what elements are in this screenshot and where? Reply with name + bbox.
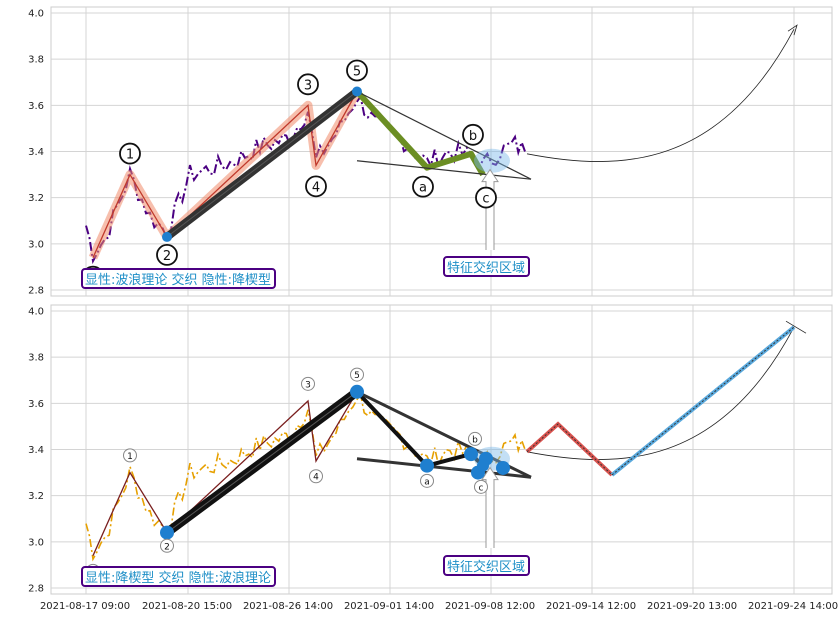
wave-label-4: 4 xyxy=(313,473,319,483)
zone-label-box xyxy=(443,555,530,576)
caption-text: 显性:波浪理论 交织 隐性:降楔型 xyxy=(85,272,271,288)
y-tick-label: 3.4 xyxy=(28,147,44,158)
y-tick-label: 3.8 xyxy=(28,55,44,66)
caption-box xyxy=(81,268,276,289)
wave-label-circle xyxy=(305,175,327,198)
corrective-wave-line xyxy=(354,89,486,177)
y-tick-label: 2.8 xyxy=(28,286,44,297)
wave-label-1: 1 xyxy=(127,452,133,462)
trend-wave-2-5-core xyxy=(166,391,358,534)
y-tick-label: 3.0 xyxy=(28,239,44,250)
wave-label-a: a xyxy=(419,181,427,196)
wave-label-c: c xyxy=(482,192,489,207)
y-tick-label: 3.2 xyxy=(28,491,44,502)
wedge-lower-line xyxy=(356,160,532,180)
projection-curve xyxy=(526,326,795,460)
zone-label-text: 特征交织区域 xyxy=(447,559,525,575)
trend-wave-2-5-core xyxy=(166,91,358,238)
wave-label-circle xyxy=(475,186,497,209)
wave-point-marker xyxy=(160,525,174,540)
wave-label-5: 5 xyxy=(354,371,360,381)
y-tick-label: 3.0 xyxy=(28,537,44,548)
y-tick-label: 3.6 xyxy=(28,399,44,410)
x-tick-label: 2021-09-20 13:00 xyxy=(647,601,737,612)
x-tick-label: 2021-08-26 14:00 xyxy=(243,601,333,612)
wave-label-circle xyxy=(462,123,484,146)
wave-label-circle xyxy=(119,142,141,165)
impulse-wave-line xyxy=(92,391,358,556)
y-tick-label: 3.6 xyxy=(28,101,44,112)
x-axis-ticks: 2021-08-17 09:00 2021-08-20 15:00 2021-08-… xyxy=(40,601,838,612)
wave-point-marker xyxy=(477,459,489,472)
wave-point-marker xyxy=(496,460,510,475)
projection-down-leg-dash xyxy=(526,423,613,476)
wave-label-circle xyxy=(123,448,137,463)
impulse-wave-line xyxy=(92,91,358,258)
wave-label-circle xyxy=(309,469,323,484)
zone-label-box xyxy=(443,256,530,277)
y-tick-label: 4.0 xyxy=(28,9,44,20)
wave-label-circle xyxy=(297,73,319,96)
wave-label-a: a xyxy=(424,477,430,487)
wave-point-marker xyxy=(352,86,362,97)
wave-label-2: 2 xyxy=(163,249,171,264)
panel-bottom-y-ticks: 4.0 3.8 3.6 3.4 3.2 3.0 2.8 xyxy=(28,307,44,595)
price-series-line xyxy=(85,94,526,265)
projection-up-leg-dash xyxy=(611,326,795,476)
panel-bottom: 4.03.83.63.43.23.02.8 012345abc显性:降楔型 交织… xyxy=(28,304,833,595)
wave-label-c: c xyxy=(479,483,484,493)
interleave-zone-highlight xyxy=(474,148,510,173)
wave-label-2: 2 xyxy=(164,542,170,552)
wave-point-marker xyxy=(420,458,434,473)
wedge-upper-line xyxy=(356,90,532,180)
corrective-wave-line xyxy=(355,390,485,468)
wave-label-4: 4 xyxy=(312,180,320,195)
wave-label-3: 3 xyxy=(305,380,311,390)
wave-label-circle xyxy=(412,175,434,198)
x-tick-label: 2021-08-17 09:00 xyxy=(40,601,130,612)
wave-label-b: b xyxy=(469,129,477,144)
y-tick-label: 2.8 xyxy=(28,584,44,595)
wave-label-circle xyxy=(350,367,364,382)
x-tick-label: 2021-08-20 15:00 xyxy=(142,601,232,612)
y-tick-label: 3.2 xyxy=(28,193,44,204)
wave-label-circle xyxy=(474,479,488,494)
x-tick-label: 2021-09-14 12:00 xyxy=(546,601,636,612)
x-tick-label: 2021-09-08 12:00 xyxy=(445,601,535,612)
panel-top: 4.03.83.63.43.23.02.8 012345abc显性:波浪理论 交… xyxy=(28,6,833,297)
wave-point-marker xyxy=(464,447,478,462)
wave-label-b: b xyxy=(472,435,478,445)
wave-label-5: 5 xyxy=(353,64,361,79)
wave-point-marker xyxy=(350,384,364,399)
wave-label-circle xyxy=(156,244,178,266)
y-tick-label: 3.8 xyxy=(28,353,44,364)
projection-target-mark xyxy=(785,320,807,334)
wave-label-circle xyxy=(346,59,368,82)
wave-label-circle xyxy=(301,376,315,391)
panel-top-y-ticks: 4.0 3.8 3.6 3.4 3.2 3.0 2.8 xyxy=(28,9,44,297)
caption-text: 显性:降楔型 交织 隐性:波浪理论 xyxy=(85,570,271,586)
wave-label-1: 1 xyxy=(126,148,134,163)
wave-label-circle xyxy=(160,538,174,553)
y-tick-label: 3.4 xyxy=(28,445,44,456)
caption-box xyxy=(81,566,276,587)
x-tick-label: 2021-09-01 14:00 xyxy=(344,601,434,612)
wave-point-marker xyxy=(162,231,172,242)
zone-label-text: 特征交织区域 xyxy=(447,260,525,276)
wave-label-circle xyxy=(420,473,434,488)
projection-arrowhead xyxy=(787,24,798,36)
panel-bottom-grid xyxy=(51,305,832,594)
x-tick-label: 2021-09-24 14:00 xyxy=(748,601,838,612)
wave-label-circle xyxy=(468,431,482,446)
projection-curve xyxy=(526,28,795,162)
y-tick-label: 4.0 xyxy=(28,307,44,318)
wave-label-3: 3 xyxy=(304,78,312,93)
